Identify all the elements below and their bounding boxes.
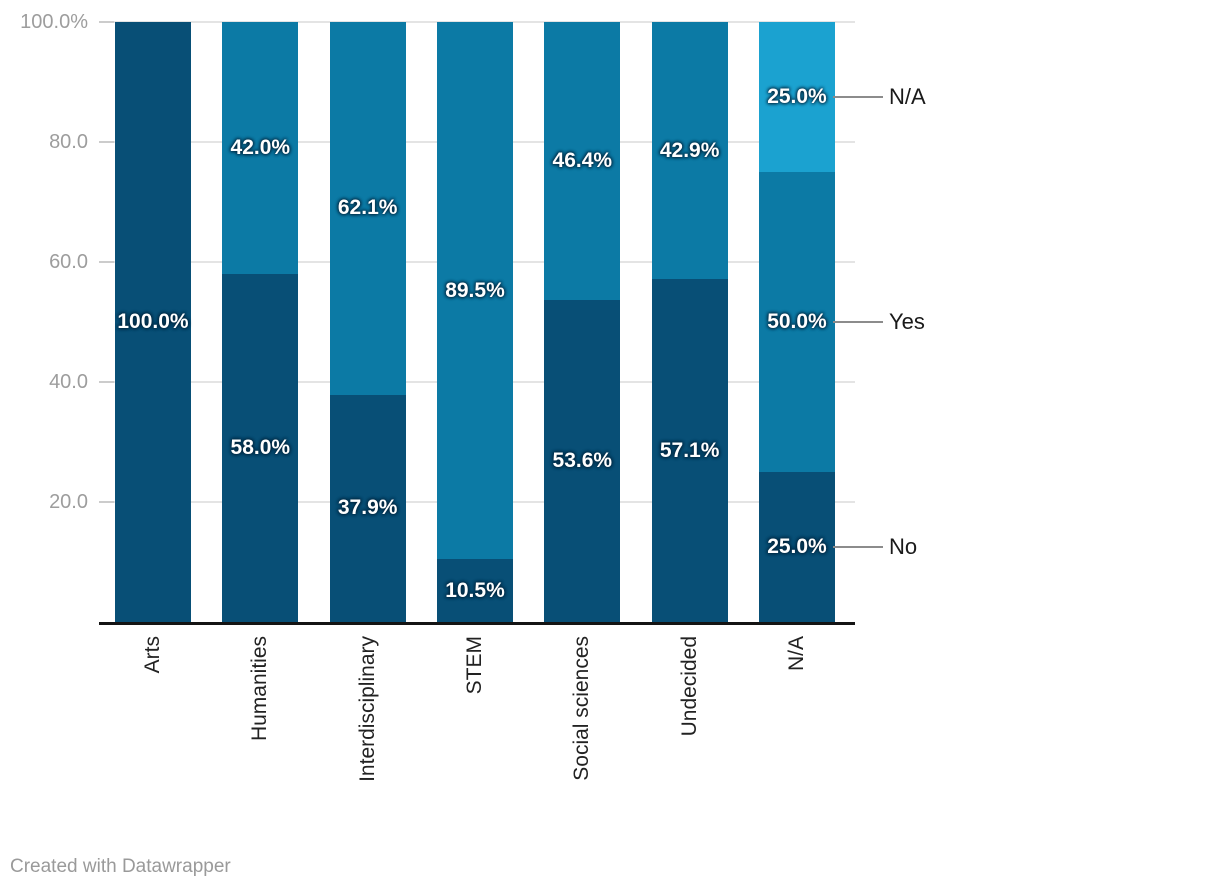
y-tick-label-60: 60.0: [49, 251, 88, 273]
x-axis-label-n-a: N/A: [784, 636, 808, 672]
y-tick-mark-100: [99, 21, 114, 23]
x-axis-line: [99, 622, 855, 625]
value-label-social-sciences-no: 53.6%: [552, 449, 613, 473]
value-label-humanities-no: 58.0%: [230, 436, 291, 459]
y-tick-mark-60: [99, 261, 114, 263]
x-axis-label-humanities: Humanities: [248, 636, 272, 742]
bar-segment-stem-no[interactable]: 10.5%: [436, 559, 513, 622]
legend-connector-line-n-a: [833, 96, 883, 98]
value-label-interdisciplinary-no: 37.9%: [337, 496, 398, 520]
bar-segment-interdisciplinary-no[interactable]: 37.9%: [329, 394, 406, 622]
y-tick-label-20: 20.0: [49, 491, 88, 513]
legend-label-no: No: [889, 534, 918, 559]
value-label-interdisciplinary-yes: 62.1%: [337, 196, 398, 220]
legend-connector-line-yes: [833, 321, 883, 323]
value-label-n-a-yes: 50.0%: [767, 310, 827, 333]
value-label-arts-no: 100.0%: [117, 310, 189, 333]
y-tick-label-40: 40.0: [49, 371, 88, 393]
bar-segment-social-sciences-yes[interactable]: 46.4%: [544, 22, 621, 301]
y-tick-mark-20: [99, 501, 114, 503]
bar-segment-social-sciences-no[interactable]: 53.6%: [544, 300, 621, 622]
legend-connector-line-no: [833, 546, 883, 548]
bar-segment-humanities-no[interactable]: 58.0%: [222, 274, 299, 622]
bar-segment-n-a-no[interactable]: 25.0%: [758, 472, 835, 622]
value-label-stem-yes: 89.5%: [445, 278, 505, 302]
bar-segment-n-a-yes[interactable]: 50.0%: [758, 172, 835, 472]
bar-segment-arts-no[interactable]: 100.0%: [115, 22, 191, 622]
value-label-undecided-yes: 42.9%: [659, 138, 720, 162]
datawrapper-credit-link[interactable]: Created with Datawrapper: [10, 856, 231, 877]
bar-segment-stem-yes[interactable]: 89.5%: [436, 22, 513, 559]
value-label-stem-no: 10.5%: [445, 578, 505, 602]
value-label-n-a-n-a: 25.0%: [767, 85, 827, 108]
bar-segment-n-a-n-a[interactable]: 25.0%: [758, 22, 835, 172]
y-tick-mark-40: [99, 381, 114, 383]
x-axis-label-arts: Arts: [141, 636, 164, 674]
value-label-social-sciences-yes: 46.4%: [552, 149, 613, 173]
x-axis-label-stem: STEM: [462, 636, 486, 695]
y-tick-mark-80: [99, 141, 114, 143]
x-axis-label-social-sciences: Social sciences: [570, 636, 594, 781]
bar-segment-undecided-yes[interactable]: 42.9%: [651, 22, 728, 280]
value-label-undecided-no: 57.1%: [659, 438, 720, 462]
x-axis-label-interdisciplinary: Interdisciplinary: [355, 636, 379, 782]
y-tick-label-100: 100.0%: [20, 11, 88, 33]
bar-segment-interdisciplinary-yes[interactable]: 62.1%: [329, 22, 406, 395]
y-tick-label-80: 80.0: [49, 131, 88, 153]
value-label-humanities-yes: 42.0%: [230, 136, 291, 159]
bar-segment-undecided-no[interactable]: 57.1%: [651, 279, 728, 622]
value-label-n-a-no: 25.0%: [767, 535, 827, 558]
bar-segment-humanities-yes[interactable]: 42.0%: [222, 22, 299, 274]
legend-label-yes: Yes: [889, 309, 925, 334]
legend-label-n-a: N/A: [889, 84, 926, 109]
x-axis-label-undecided: Undecided: [677, 636, 701, 737]
